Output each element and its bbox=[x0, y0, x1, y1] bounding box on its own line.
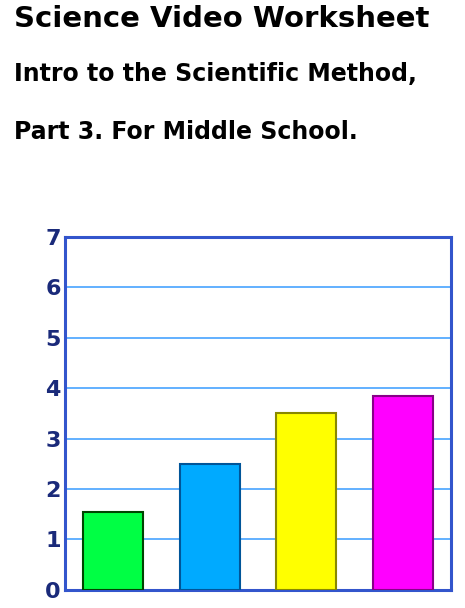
Text: Intro to the Scientific Method,: Intro to the Scientific Method, bbox=[14, 63, 417, 86]
Bar bbox=[373, 396, 433, 590]
Text: Part 3. For Middle School.: Part 3. For Middle School. bbox=[14, 120, 358, 144]
Bar bbox=[276, 413, 336, 590]
Text: Science Video Worksheet: Science Video Worksheet bbox=[14, 5, 429, 33]
Bar bbox=[83, 512, 143, 590]
Bar bbox=[180, 464, 240, 590]
